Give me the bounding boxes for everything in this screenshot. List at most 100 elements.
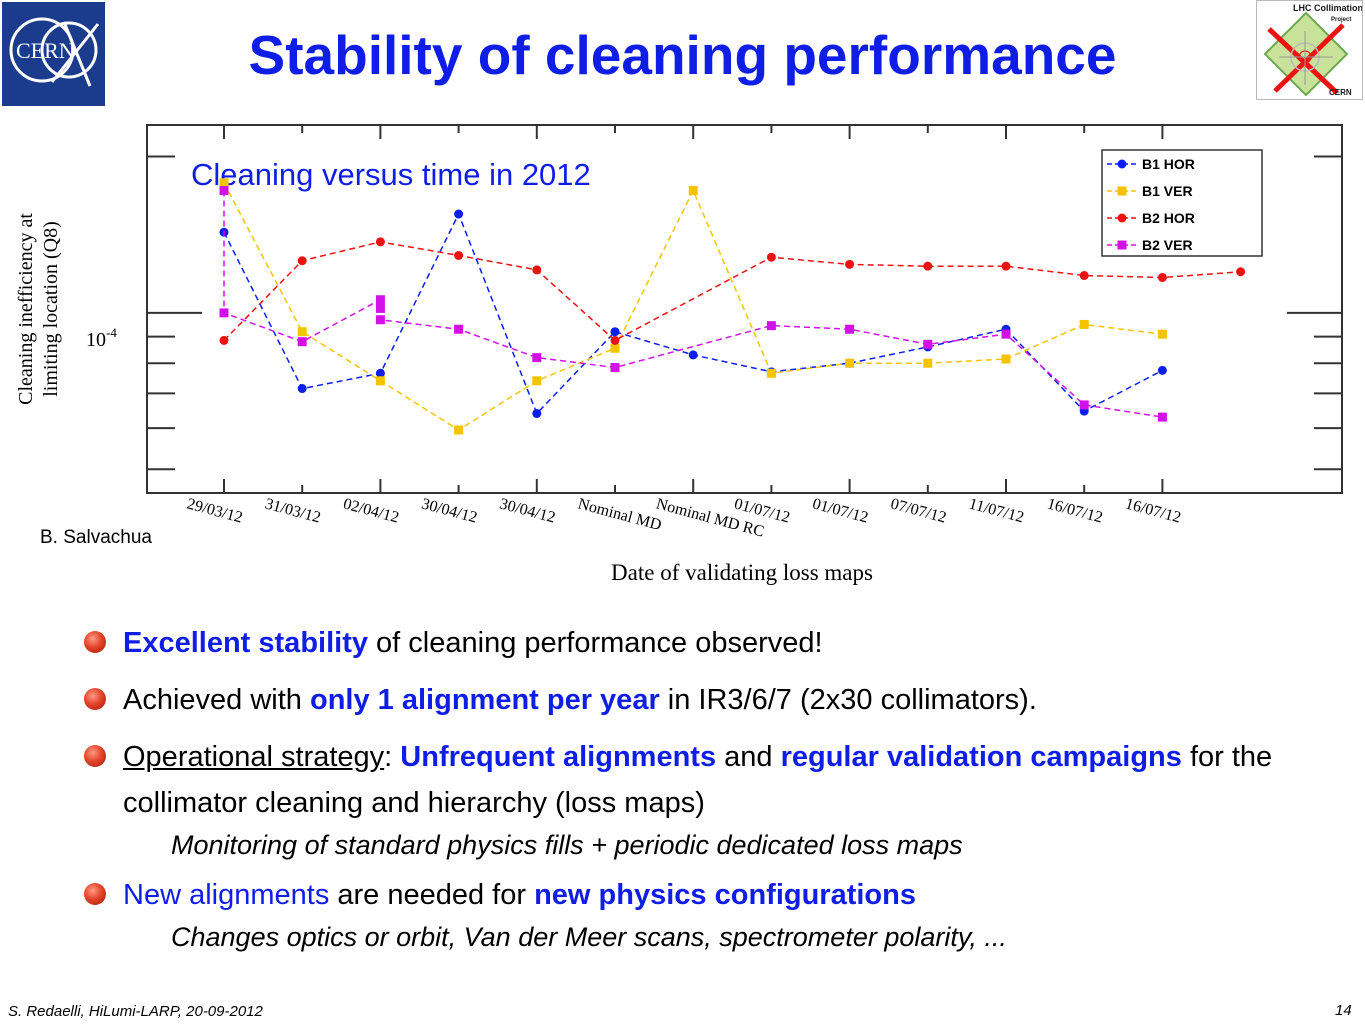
y-axis-label-line1: Cleaning inefficiency at xyxy=(15,213,37,405)
legend-label: B1 VER xyxy=(1142,183,1193,199)
data-point xyxy=(297,337,307,347)
bullet-2-emphasis: only 1 alignment per year xyxy=(310,684,660,716)
data-point xyxy=(219,335,229,345)
y-axis-ticks xyxy=(147,155,1342,471)
data-point xyxy=(1157,272,1167,282)
bullet-4-emphasis-2: new physics configurations xyxy=(534,879,916,911)
series-b1-ver xyxy=(219,178,1167,435)
lhc-collimation-logo: LHC Collimation Project CERN xyxy=(1256,0,1363,100)
bullet-list: Excellent stability of cleaning performa… xyxy=(80,620,1280,956)
data-point xyxy=(532,265,542,275)
bullet-icon xyxy=(84,631,106,653)
y-tick-exponent: -4 xyxy=(106,325,117,340)
data-point xyxy=(375,237,385,247)
data-point xyxy=(375,315,385,325)
legend-marker xyxy=(1117,213,1127,223)
author-credit: B. Salvachua xyxy=(40,527,152,548)
data-point xyxy=(297,384,307,394)
series-b2-ver xyxy=(219,186,1167,422)
legend-marker xyxy=(1117,240,1127,250)
bullet-icon xyxy=(84,883,106,905)
data-point xyxy=(454,209,464,219)
data-point xyxy=(610,327,620,337)
x-tick-label: Nominal MD xyxy=(576,495,663,534)
x-tick-label: 30/04/12 xyxy=(420,495,479,526)
data-point xyxy=(1157,365,1167,375)
data-point xyxy=(454,425,464,435)
x-tick-label: 02/04/12 xyxy=(341,495,400,526)
series-group xyxy=(219,178,1246,435)
data-point xyxy=(1079,319,1089,329)
bullet-2: Achieved with only 1 alignment per year … xyxy=(80,677,1280,723)
data-point xyxy=(375,295,385,305)
cern-logo: CERN xyxy=(2,2,105,106)
bullet-3-emphasis-2: regular validation campaigns xyxy=(780,741,1182,773)
bullet-3-text: for the collimator cleaning and hierarch… xyxy=(123,741,1273,819)
data-point xyxy=(1001,261,1011,271)
bullet-1-emphasis: Excellent stability xyxy=(123,627,368,659)
x-tick-label: 30/04/12 xyxy=(498,495,557,526)
collimation-logo-org: CERN xyxy=(1329,88,1352,97)
data-point xyxy=(845,358,855,368)
bullet-3: Operational strategy: Unfrequent alignme… xyxy=(80,734,1280,864)
data-point xyxy=(297,327,307,337)
data-point xyxy=(219,178,229,188)
bullet-4-emphasis-1: New alignments xyxy=(123,879,330,911)
bullet-2-pre: Achieved with xyxy=(123,684,310,716)
x-tick-label: 07/07/12 xyxy=(889,495,948,526)
x-tick-label: 31/03/12 xyxy=(263,495,322,526)
bullet-4-mid: are needed for xyxy=(329,879,535,911)
collimation-logo-title: LHC Collimation xyxy=(1293,3,1362,13)
data-point xyxy=(610,343,620,353)
bullet-1-text: of cleaning performance observed! xyxy=(368,627,823,659)
cern-logo-text: CERN xyxy=(16,38,75,63)
data-point xyxy=(454,324,464,334)
cleaning-chart: Cleaning versus time in 2012 10-4 Cleani… xyxy=(15,124,1343,585)
data-point xyxy=(766,368,776,378)
data-point xyxy=(1157,329,1167,339)
y-tick-base: 10 xyxy=(86,329,106,351)
legend-marker xyxy=(1117,159,1127,169)
slide-title: Stability of cleaning performance xyxy=(248,24,1117,86)
y-axis-label: Cleaning inefficiency at limiting locati… xyxy=(15,213,62,405)
data-point xyxy=(688,186,698,196)
bullet-icon xyxy=(84,745,106,767)
series-b2-hor xyxy=(219,237,1246,345)
bullet-1: Excellent stability of cleaning performa… xyxy=(80,620,1280,666)
bullet-3-colon: : xyxy=(384,741,401,773)
chart-title: Cleaning versus time in 2012 xyxy=(191,157,591,192)
legend-marker xyxy=(1117,186,1127,196)
data-point xyxy=(1001,329,1011,339)
data-point xyxy=(532,376,542,386)
data-point xyxy=(1001,354,1011,364)
data-point xyxy=(454,250,464,260)
series-line xyxy=(223,190,1163,418)
data-point xyxy=(219,186,229,196)
legend: B1 HOR B1 VER B2 HOR B2 VER xyxy=(1101,149,1263,257)
legend-box xyxy=(1101,149,1263,257)
x-axis-label: Date of validating loss maps xyxy=(611,560,873,585)
x-tick-labels: 29/03/12 31/03/12 02/04/12 30/04/12 30/04/12… xyxy=(185,495,1183,540)
data-point xyxy=(375,368,385,378)
cern-logo-icon: CERN xyxy=(9,17,100,87)
data-point xyxy=(219,308,229,318)
data-point xyxy=(1079,400,1089,410)
data-point xyxy=(766,321,776,331)
data-point xyxy=(923,358,933,368)
data-point xyxy=(532,353,542,363)
bullet-3-mid: and xyxy=(716,741,781,773)
data-point xyxy=(610,362,620,372)
lhc-collimation-logo-icon: LHC Collimation Project CERN xyxy=(1263,3,1363,97)
bullet-4: New alignments are needed for new physic… xyxy=(80,872,1280,956)
legend-label: B2 VER xyxy=(1142,237,1193,253)
data-point xyxy=(766,252,776,262)
x-tick-label: 16/07/12 xyxy=(1123,495,1182,526)
data-point xyxy=(532,409,542,419)
data-point xyxy=(375,376,385,386)
bullet-2-text: in IR3/6/7 (2x30 collimators). xyxy=(659,684,1037,716)
page-number: 14 xyxy=(1335,1002,1352,1019)
y-tick-label: 10-4 xyxy=(86,325,117,351)
bullet-3-underlined: Operational strategy xyxy=(123,741,385,773)
data-point xyxy=(845,324,855,334)
x-axis-ticks xyxy=(223,125,1164,493)
